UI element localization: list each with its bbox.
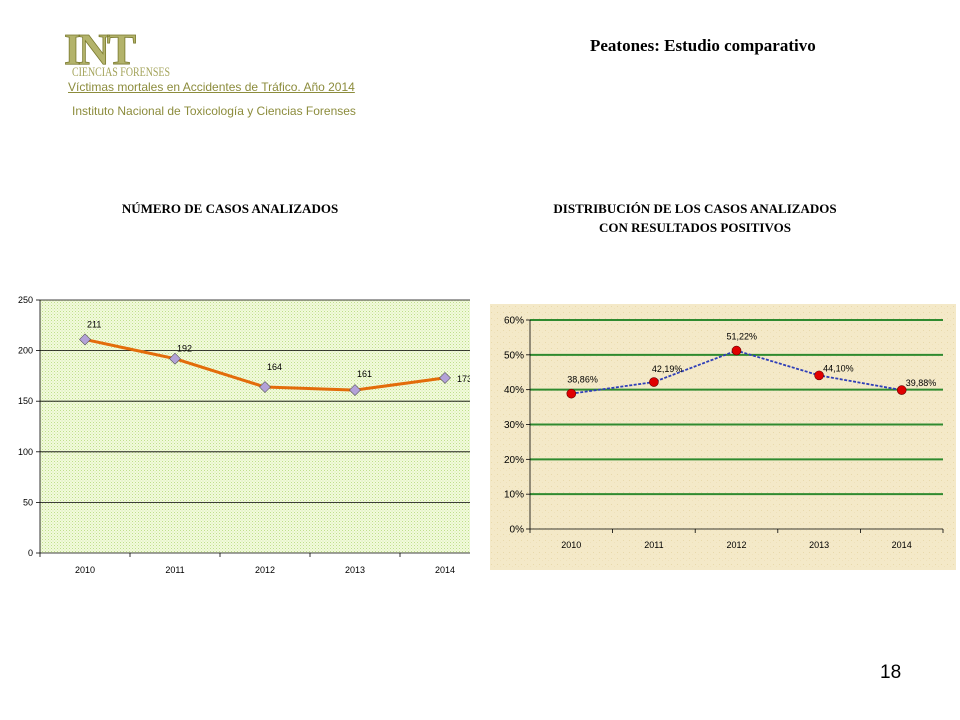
page-title: Peatones: Estudio comparativo [590,36,816,55]
chart-background [490,304,956,570]
int-logo: INT CIENCIAS FORENSES [62,26,172,80]
data-label: 42,19% [652,364,683,374]
data-label: 38,86% [567,375,598,385]
y-tick-label: 0% [510,525,525,536]
y-tick-label: 20% [504,455,524,466]
data-label: 39,88% [906,378,937,388]
logo-graphic: INT CIENCIAS FORENSES [64,26,170,79]
data-point [169,352,181,365]
y-tick-label: 200 [18,346,33,356]
data-label: 44,10% [823,363,854,373]
data-point [566,388,577,399]
positive-results-chart: 0% 10% 20% 30% 40% 50% 60% 2010 2011 2012 2013 2014… [490,304,956,570]
y-tick-label: 150 [18,396,33,406]
cases-analyzed-chart: 0 50 100 150 200 250 2010 2011 2012 2013 2014 211 1… [18,295,470,575]
y-tick-label: 50 [23,497,33,507]
institute-name: Instituto Nacional de Toxicología y Cien… [72,104,356,118]
right-chart-title-line2: CON RESULTADOS POSITIVOS [599,220,791,235]
right-chart-title-line1: DISTRIBUCIÓN DE LOS CASOS ANALIZADOS [553,201,837,216]
x-tick-label: 2011 [644,540,663,550]
y-tick-label: 10% [504,490,524,501]
x-tick-label: 2014 [435,565,455,575]
left-chart-title: NÚMERO DE CASOS ANALIZADOS [121,201,339,216]
page-number: 18 [880,662,902,683]
data-point [814,370,824,381]
x-tick-label: 2013 [809,540,829,550]
data-label: 164 [267,362,282,372]
data-point [649,377,659,387]
y-tick-label: 50% [504,350,524,361]
data-label: 161 [357,369,372,379]
data-point [439,371,451,384]
logo-text: INT [64,26,136,74]
data-point [896,385,907,395]
x-tick-label: 2010 [75,565,95,575]
y-tick-label: 30% [504,420,524,431]
y-tick-label: 100 [18,447,33,457]
data-label: 51,22% [727,332,758,342]
y-tick-label: 250 [18,295,33,305]
data-label: 211 [87,319,101,329]
x-tick-label: 2011 [165,565,184,575]
y-tick-label: 60% [504,316,524,327]
report-link[interactable]: Víctimas mortales en Accidentes de Tráfi… [68,80,355,94]
right-chart-title: DISTRIBUCIÓN DE LOS CASOS ANALIZADOS CON… [500,199,890,237]
data-point [731,345,742,356]
x-tick-label: 2012 [255,565,275,575]
y-tick-label: 40% [504,385,524,396]
y-tick-label: 0 [28,548,33,558]
x-tick-label: 2014 [892,540,912,550]
data-point [79,333,91,346]
x-tick-label: 2010 [561,540,581,550]
data-label: 173 [457,374,470,384]
data-point [349,384,361,396]
logo-subtext: CIENCIAS FORENSES [72,64,170,79]
data-label: 192 [177,344,192,354]
x-tick-label: 2012 [726,540,746,550]
x-tick-label: 2013 [345,565,365,575]
data-point [259,381,271,393]
plot-area [40,300,470,553]
